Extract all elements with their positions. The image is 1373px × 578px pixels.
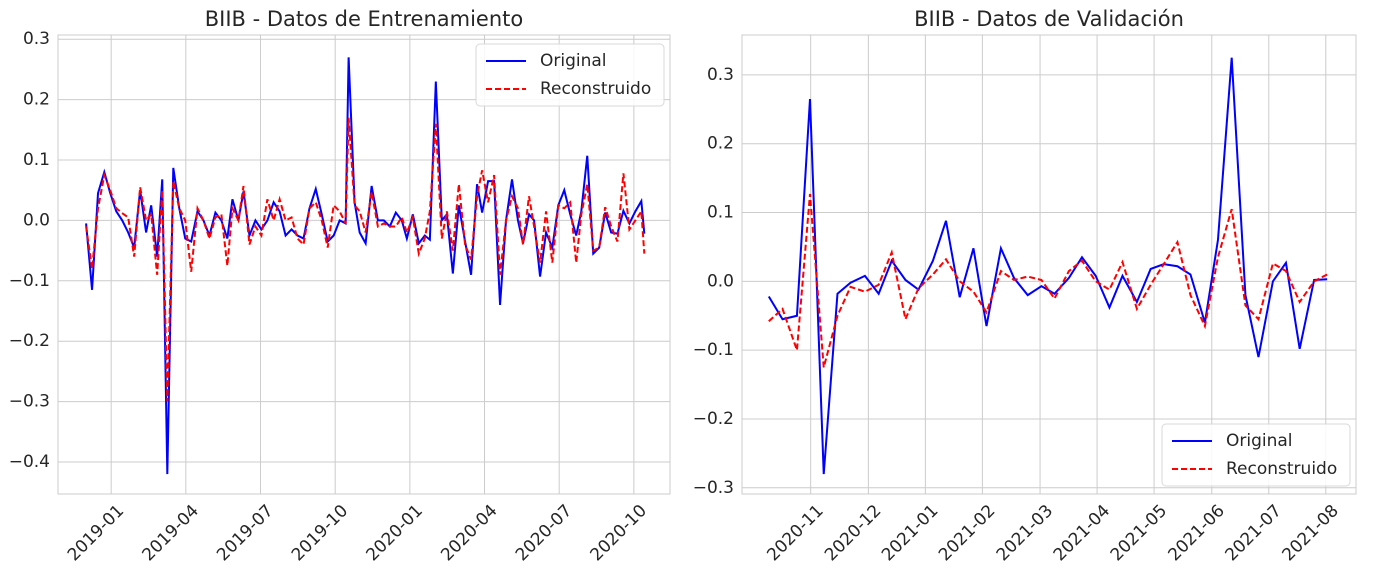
plot-area [741,34,1357,495]
y-tick-label: 0.3 [23,29,50,49]
x-tick-label: 2019-04 [139,501,203,565]
legend-label: Reconstruido [1226,459,1337,479]
y-tick-label: 0.1 [707,203,734,223]
x-tick-label: 2021-07 [1221,501,1285,565]
plot-area [57,34,671,495]
y-tick-label: −0.3 [9,392,50,412]
y-tick-label: 0.0 [23,210,50,230]
x-tick-label: 2020-07 [512,501,576,565]
y-tick-label: 0.1 [23,150,50,170]
legend-label: Reconstruido [540,79,651,99]
y-tick-label: −0.4 [9,452,50,472]
series-line [85,57,646,475]
legend-label: Original [540,51,607,71]
x-tick-label: 2019-07 [213,501,277,565]
y-tick-label: 0.0 [707,271,734,291]
legend-label: Original [1226,431,1293,451]
x-tick-label: 2021-02 [935,501,999,565]
x-tick-label: 2020-12 [821,501,885,565]
x-tick-label: 2021-08 [1278,501,1342,565]
x-tick-label: 2020-11 [763,501,827,565]
y-tick-label: 0.2 [707,134,734,154]
x-tick-label: 2020-01 [363,501,427,565]
legend: Original Reconstruido [1161,423,1351,487]
chart-title: BIIB - Datos de Entrenamiento [205,7,523,31]
y-tick-label: −0.2 [693,409,734,429]
legend-box [1161,423,1351,487]
series-line [768,193,1328,368]
x-tick-label: 2021-05 [1107,501,1171,565]
legend: Original Reconstruido [475,43,665,107]
x-tick-label: 2021-04 [1050,501,1114,565]
x-tick-label: 2019-01 [64,501,128,565]
x-tick-label: 2020-10 [587,501,651,565]
x-tick-label: 2020-04 [437,501,501,565]
y-tick-label: −0.2 [9,331,50,351]
y-tick-label: 0.3 [707,65,734,85]
x-tick-label: 2019-10 [288,501,352,565]
series-line [85,117,646,402]
chart-title: BIIB - Datos de Validación [914,7,1184,31]
x-tick-label: 2021-03 [993,501,1057,565]
y-tick-label: 0.2 [23,90,50,110]
y-tick-label: −0.1 [693,340,734,360]
axes: BIIB - Datos de Entrenamiento −0.4 −0.3 −0.… [9,7,671,565]
y-tick-label: −0.1 [9,271,50,291]
legend-box [475,43,665,107]
y-tick-label: −0.3 [693,478,734,498]
axes: BIIB - Datos de Validación −0.3 −0.2 −0.1 0.… [693,7,1357,565]
x-tick-label: 2021-06 [1164,501,1228,565]
series-line [767,57,1328,475]
x-tick-label: 2021-01 [878,501,942,565]
